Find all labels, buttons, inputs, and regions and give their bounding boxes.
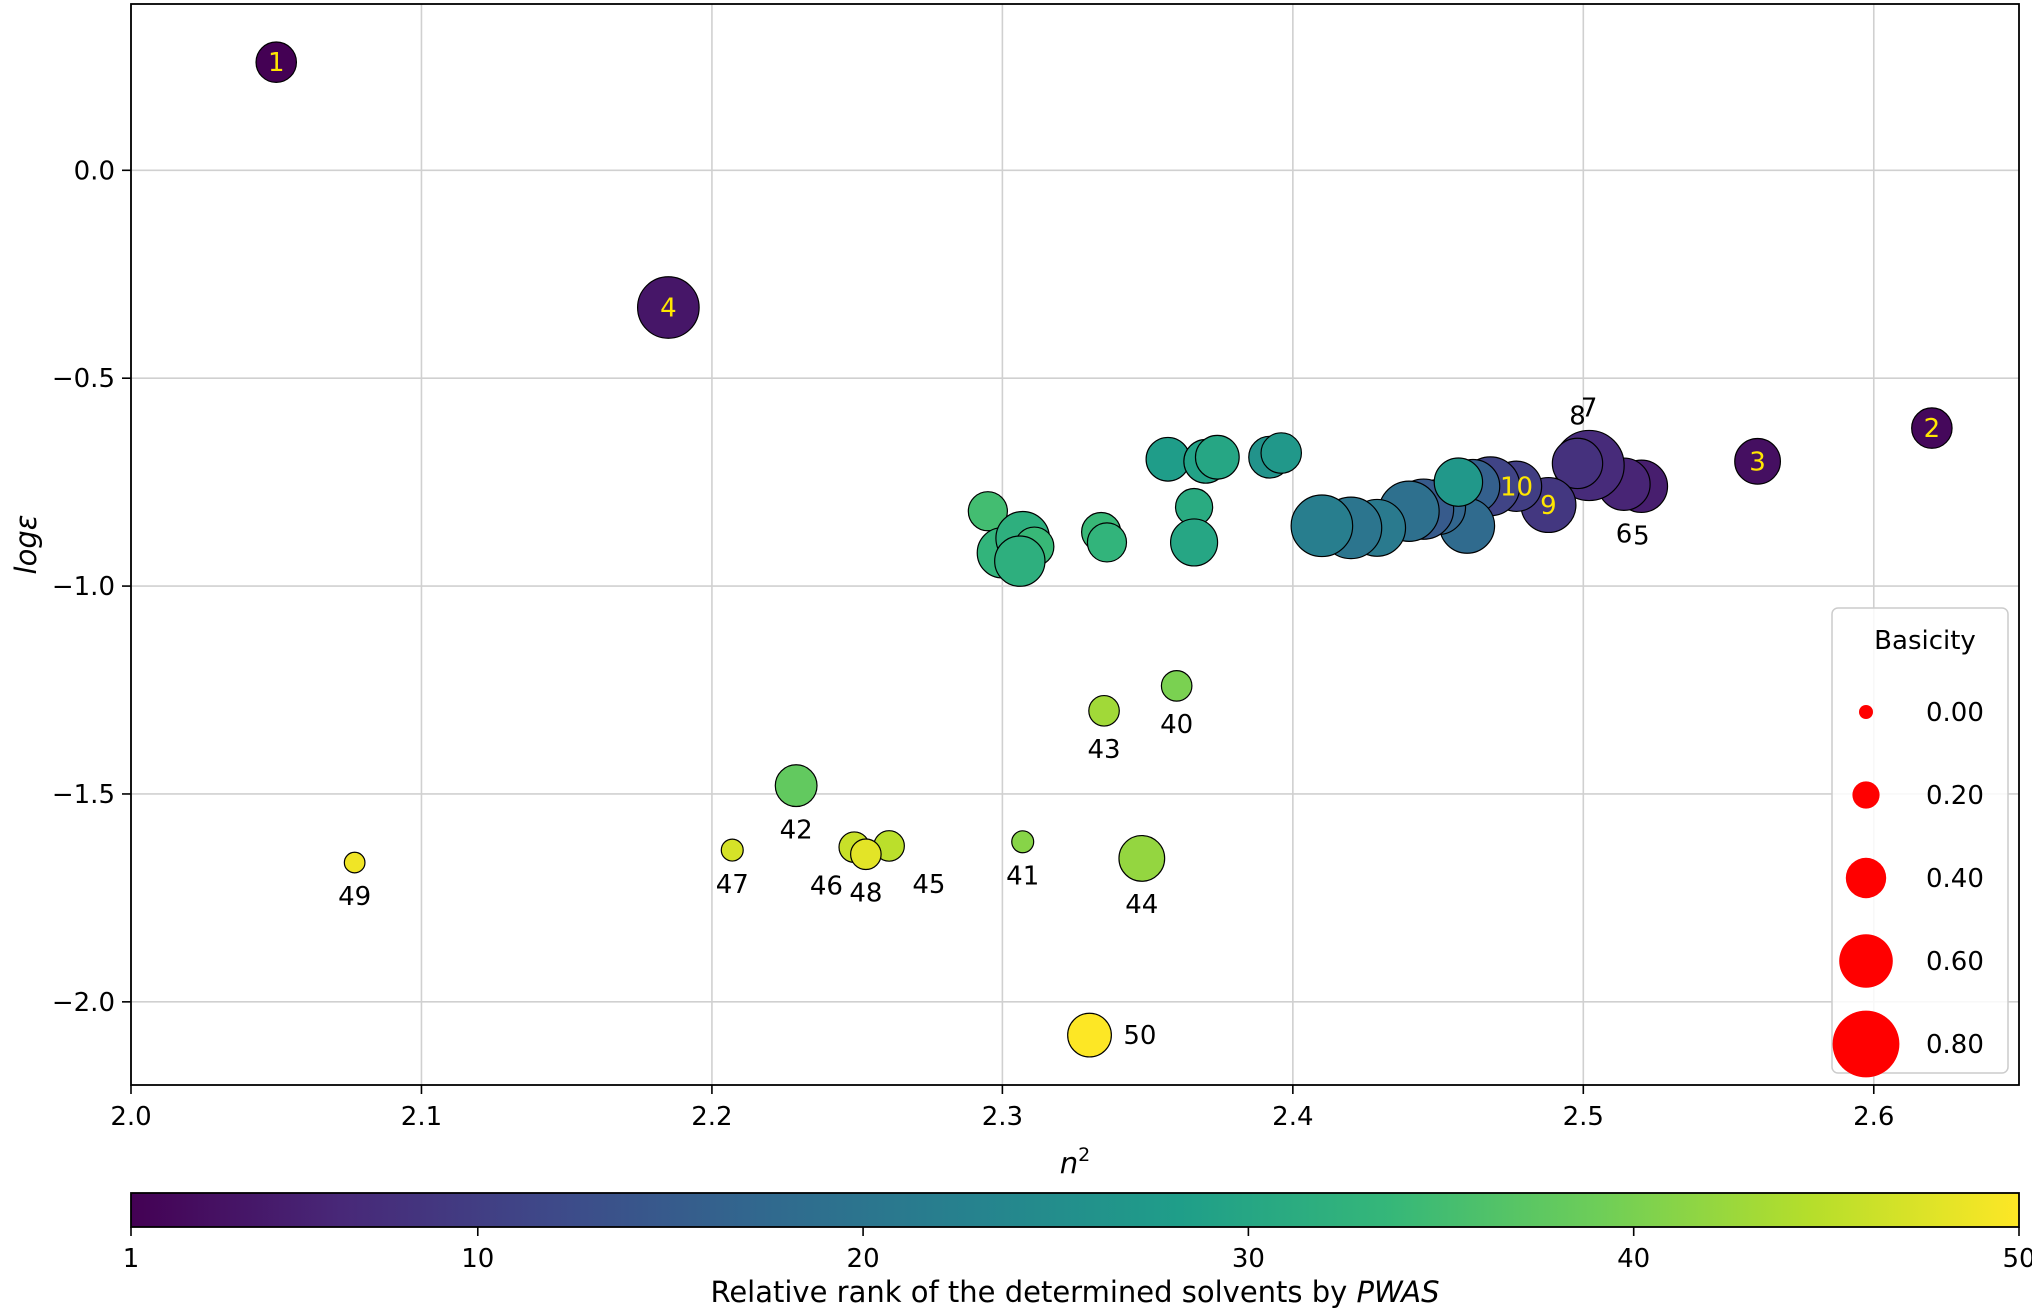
colorbar-bar <box>130 1192 2020 1228</box>
point-label: 6 <box>1616 519 1633 549</box>
data-point <box>1118 834 1166 882</box>
data-point <box>255 41 298 84</box>
x-tick-label: 2.4 <box>1272 1102 1313 1132</box>
x-tick-label: 2.3 <box>982 1102 1023 1132</box>
data-point <box>1169 518 1219 567</box>
grid <box>130 4 2019 1085</box>
data-point <box>343 851 366 874</box>
y-axis-label: logε <box>9 515 43 575</box>
point-label: 9 <box>1540 491 1557 521</box>
point-label: 10 <box>1500 472 1533 502</box>
data-point <box>967 491 1009 532</box>
colorbar-tick-label: 10 <box>461 1244 494 1274</box>
point-label: 1 <box>268 48 285 78</box>
colorbar-tick-label: 20 <box>847 1244 880 1274</box>
colorbar-label-italic: PWAS <box>1357 1275 1440 1309</box>
colorbar-label: Relative rank of the determined solvents… <box>710 1275 1439 1309</box>
legend-marker <box>1845 857 1887 899</box>
basicity-legend: Basicity 0.00 0.20 0.40 0.60 0.80 <box>1831 607 2009 1078</box>
point-label: 2 <box>1924 414 1941 444</box>
x-axis-label-superscript: 2 <box>1078 1144 1090 1166</box>
data-point <box>774 764 818 808</box>
point-label: 7 <box>1581 393 1598 423</box>
point-label: 4 <box>660 294 677 324</box>
data-point <box>1290 494 1354 558</box>
data-point <box>1911 407 1953 449</box>
colorbar-tick-label: 40 <box>1617 1244 1650 1274</box>
legend-entry-label: 0.40 <box>1926 864 1984 894</box>
data-point <box>1433 457 1484 507</box>
y-tick-label: 0.0 <box>74 156 115 186</box>
x-tick-label: 2.5 <box>1563 1102 1604 1132</box>
point-label: 44 <box>1125 890 1158 920</box>
point-label: 42 <box>780 816 813 846</box>
point-label: 49 <box>338 882 371 912</box>
data-point <box>1734 437 1782 485</box>
point-label: 43 <box>1087 735 1120 765</box>
data-point <box>1160 670 1193 702</box>
legend-marker <box>1852 781 1880 809</box>
data-point <box>1086 522 1128 563</box>
x-axis-label-base: n <box>1060 1146 1078 1180</box>
point-label: 47 <box>716 870 749 900</box>
point-label: 48 <box>849 878 882 908</box>
x-tick-label: 2.1 <box>401 1102 442 1132</box>
y-tick-label: −2.0 <box>52 988 115 1018</box>
legend-marker <box>1832 1010 1900 1078</box>
point-label: 5 <box>1633 521 1650 551</box>
point-label: 50 <box>1123 1021 1156 1051</box>
data-point <box>1088 694 1120 727</box>
colorbar-ticks: 1 10 20 30 40 50 <box>123 1227 2032 1274</box>
data-points <box>255 41 1953 1058</box>
legend-entry-label: 0.20 <box>1926 781 1984 811</box>
legend-entry-label: 0.80 <box>1926 1030 1984 1060</box>
point-label: 46 <box>810 871 843 901</box>
data-point <box>1067 1012 1112 1058</box>
colorbar-tick-label: 30 <box>1232 1244 1265 1274</box>
legend-entry-label: 0.60 <box>1926 947 1984 977</box>
data-point <box>1551 437 1604 490</box>
colorbar-label-text: Relative rank of the determined solvents… <box>710 1275 1356 1309</box>
legend-marker <box>1859 705 1873 719</box>
data-point <box>1011 830 1035 854</box>
data-point <box>1194 434 1240 480</box>
data-point <box>994 535 1046 587</box>
x-tick-label: 2.0 <box>110 1102 151 1132</box>
data-point <box>720 838 744 862</box>
x-tick-label: 2.2 <box>691 1102 732 1132</box>
data-point <box>1260 432 1303 474</box>
x-axis-label: n2 <box>1060 1144 1090 1180</box>
point-label: 3 <box>1749 447 1766 477</box>
point-label: 8 <box>1569 401 1586 431</box>
y-tick-label: −1.5 <box>52 780 115 810</box>
legend-entry-label: 0.00 <box>1926 698 1984 728</box>
y-tick-label: −1.0 <box>52 572 115 602</box>
legend-frame <box>1831 607 2009 1074</box>
axis-ticks: 2.0 2.1 2.2 2.3 2.4 2.5 2.6 0.0 −0.5 −1.0 −1.5 −2.0 <box>52 156 1895 1132</box>
y-tick-label: −0.5 <box>52 364 115 394</box>
data-point <box>636 276 700 339</box>
legend-entries: 0.00 0.20 0.40 0.60 0.80 <box>1832 698 1984 1078</box>
point-label: 45 <box>912 870 945 900</box>
data-point <box>1145 436 1191 482</box>
colorbar-tick-label: 1 <box>123 1244 140 1274</box>
point-label: 40 <box>1160 710 1193 740</box>
legend-title: Basicity <box>1874 626 1976 656</box>
legend-marker <box>1839 934 1893 988</box>
colorbar: 1 10 20 30 40 50 Relative rank of the determi… <box>123 1192 2032 1309</box>
data-point <box>850 838 882 871</box>
colorbar-tick-label: 50 <box>2002 1244 2032 1274</box>
plot-frame <box>130 3 2020 1086</box>
x-tick-label: 2.6 <box>1853 1102 1894 1132</box>
point-label: 41 <box>1006 862 1039 892</box>
